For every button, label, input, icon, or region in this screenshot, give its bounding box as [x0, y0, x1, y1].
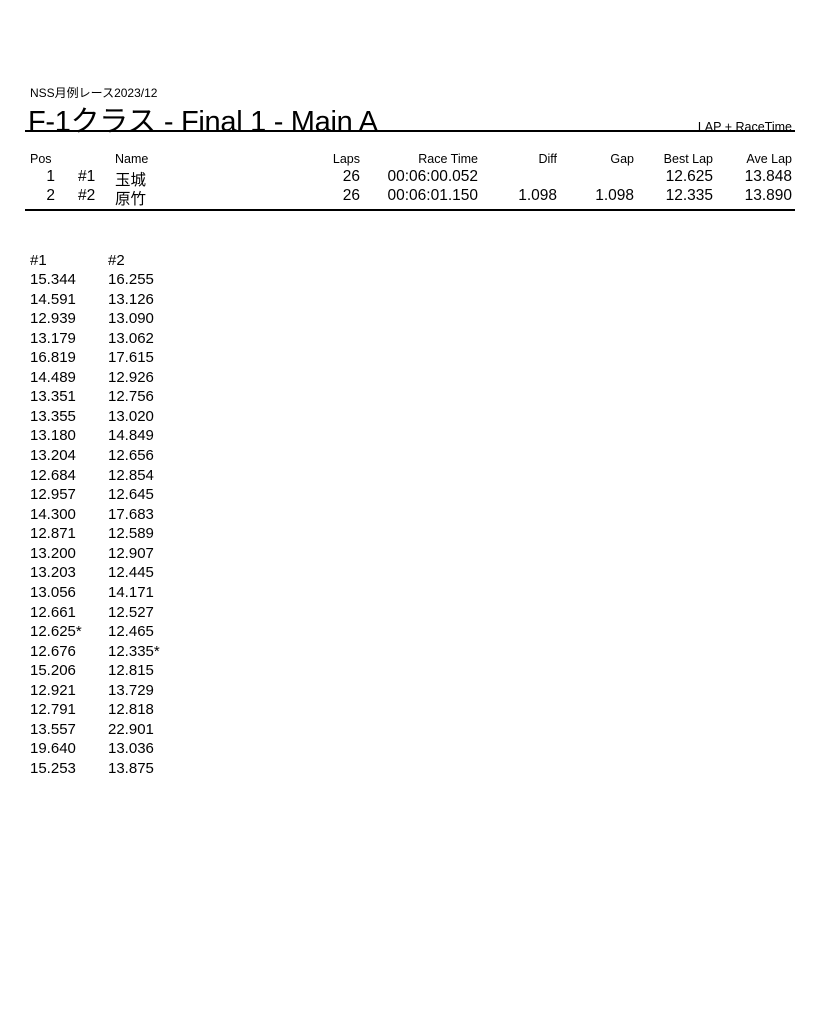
lap-time: 22.901: [108, 720, 154, 738]
lap-time: 12.957: [30, 486, 76, 504]
results-divider: [25, 209, 795, 211]
result-num: #1: [78, 168, 96, 185]
lap-time: 12.921: [30, 681, 76, 699]
lap-time: 14.489: [30, 368, 76, 386]
lap-time: 13.036: [108, 740, 154, 758]
lap-time: 15.253: [30, 760, 76, 777]
result-race-time: 00:06:01.150: [387, 187, 478, 204]
lap-time: 12.589: [108, 525, 154, 543]
result-name: 玉城: [115, 172, 147, 189]
header-name: Name: [115, 152, 149, 166]
lap-time: 12.939: [30, 310, 76, 328]
lap-time: 13.056: [30, 583, 76, 601]
result-best-lap: 12.335: [665, 187, 713, 204]
lap-time: 13.090: [108, 310, 154, 328]
lap-time: 14.591: [30, 290, 76, 308]
lap-time: 15.206: [30, 662, 76, 680]
lap-time: 12.527: [108, 603, 154, 621]
lap-time: 12.818: [108, 701, 154, 719]
lap-time: 13.062: [108, 329, 154, 347]
lap-time: 13.203: [30, 564, 76, 582]
lap-time: 13.179: [30, 329, 76, 347]
lap-time: 17.615: [108, 349, 154, 367]
lap-time: 12.445: [108, 564, 154, 582]
lap-time: 13.200: [30, 544, 76, 562]
lap-header-1: #1: [30, 252, 47, 269]
title-divider: [25, 130, 795, 132]
lap-time: 12.676: [30, 642, 76, 660]
lap-time: 19.640: [30, 740, 76, 758]
lap-time: 13.180: [30, 427, 76, 445]
result-diff: 1.098: [518, 187, 557, 204]
lap-time: 12.907: [108, 544, 154, 562]
lap-time: 12.756: [108, 388, 154, 406]
result-ave-lap: 13.890: [744, 187, 792, 204]
lap-time: 13.875: [108, 760, 154, 777]
header-laps: Laps: [332, 152, 360, 166]
lap-time: 14.171: [108, 583, 154, 601]
result-laps: 26: [342, 187, 360, 204]
lap-time: 13.020: [108, 407, 154, 425]
lap-time: 12.335*: [108, 642, 160, 660]
lap-time: 16.255: [108, 271, 154, 288]
lap-time: 13.355: [30, 407, 76, 425]
result-best-lap: 12.625: [665, 168, 713, 185]
lap-time: 15.344: [30, 271, 76, 288]
lap-time: 12.625*: [30, 623, 82, 641]
lap-time: 12.815: [108, 662, 154, 680]
lap-time: 17.683: [108, 505, 154, 523]
lap-time: 13.351: [30, 388, 76, 406]
lap-time: 13.126: [108, 290, 154, 308]
lap-time: 12.871: [30, 525, 76, 543]
lap-time: 14.300: [30, 505, 76, 523]
lap-time: 12.661: [30, 603, 76, 621]
lap-time: 13.557: [30, 720, 76, 738]
lap-time: 13.729: [108, 681, 154, 699]
lap-time: 12.791: [30, 701, 76, 719]
result-num: #2: [78, 187, 96, 204]
result-name: 原竹: [115, 191, 147, 208]
header-ave-lap: Ave Lap: [746, 152, 792, 166]
result-pos: 2: [46, 187, 55, 204]
lap-time: 14.849: [108, 427, 154, 445]
lap-time: 12.854: [108, 466, 154, 484]
event-subtitle: NSS月例レース2023/12: [30, 86, 158, 100]
result-pos: 1: [46, 168, 55, 185]
lap-time: 12.645: [108, 486, 154, 504]
lap-time: 13.204: [30, 447, 76, 465]
lap-time: 16.819: [30, 349, 76, 367]
header-gap: Gap: [610, 152, 634, 166]
page-title: F-1クラス - Final 1 - Main A: [28, 106, 378, 138]
lap-time: 12.926: [108, 368, 154, 386]
header-race-time: Race Time: [418, 152, 478, 166]
header-best-lap: Best Lap: [663, 152, 713, 166]
result-laps: 26: [342, 168, 360, 185]
header-pos: Pos: [30, 152, 52, 166]
lap-time: 12.656: [108, 447, 154, 465]
result-gap: 1.098: [595, 187, 634, 204]
lap-time: 12.684: [30, 466, 76, 484]
header-diff: Diff: [538, 152, 557, 166]
lap-time: 12.465: [108, 623, 154, 641]
result-race-time: 00:06:00.052: [387, 168, 478, 185]
result-ave-lap: 13.848: [744, 168, 792, 185]
lap-header-2: #2: [108, 252, 125, 269]
